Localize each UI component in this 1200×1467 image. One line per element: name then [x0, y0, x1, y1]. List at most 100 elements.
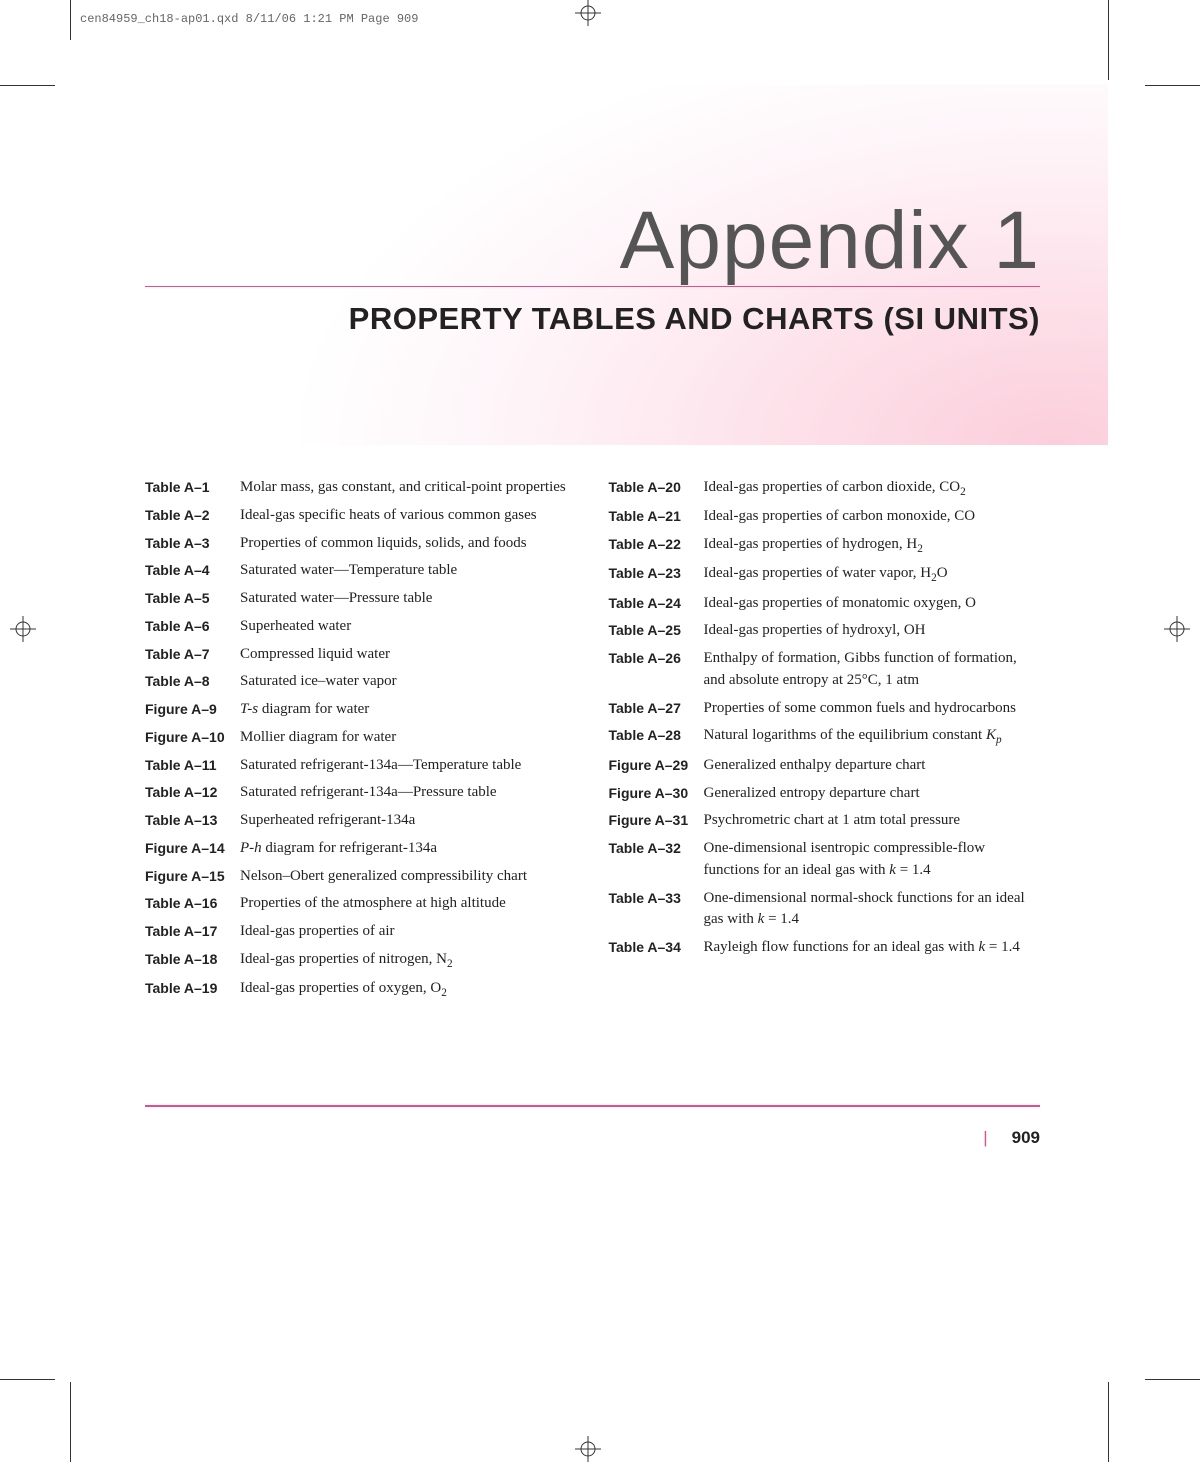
- toc-entry-label: Figure A–14: [145, 838, 240, 860]
- toc-entry-description: T-s diagram for water: [240, 699, 577, 721]
- toc-entry-label: Figure A–29: [609, 755, 704, 777]
- toc-entry-label: Table A–34: [609, 937, 704, 959]
- toc-entry-description: Saturated water—Pressure table: [240, 588, 577, 610]
- toc-entry-description: Saturated refrigerant-134a—Pressure tabl…: [240, 782, 577, 804]
- toc-entry-description: Rayleigh flow functions for an ideal gas…: [704, 937, 1041, 959]
- toc-entry: Figure A–9T-s diagram for water: [145, 699, 577, 721]
- bottom-rule: [145, 1105, 1040, 1107]
- crop-mark: [70, 1382, 71, 1462]
- page-number-bar: |: [983, 1128, 987, 1147]
- toc-entry-description: Ideal-gas specific heats of various comm…: [240, 505, 577, 527]
- toc-entry-description: Compressed liquid water: [240, 644, 577, 666]
- toc-entry-label: Table A–21: [609, 506, 704, 528]
- toc-entry-label: Figure A–9: [145, 699, 240, 721]
- toc-entry: Figure A–14P-h diagram for refrigerant-1…: [145, 838, 577, 860]
- toc-entry-label: Table A–27: [609, 698, 704, 720]
- toc-entry-description: Psychrometric chart at 1 atm total press…: [704, 810, 1041, 832]
- page-content: Appendix 1 PROPERTY TABLES AND CHARTS (S…: [145, 200, 1040, 1007]
- toc-entry-label: Table A–13: [145, 810, 240, 832]
- toc-entry-label: Table A–22: [609, 534, 704, 557]
- toc-entry-label: Table A–7: [145, 644, 240, 666]
- toc-entry-label: Table A–19: [145, 978, 240, 1001]
- crop-mark: [1145, 85, 1200, 86]
- toc-entry-label: Figure A–10: [145, 727, 240, 749]
- crop-mark: [70, 0, 71, 40]
- toc-entry: Table A–6Superheated water: [145, 616, 577, 638]
- toc-entry-label: Table A–17: [145, 921, 240, 943]
- toc-column-left: Table A–1Molar mass, gas constant, and c…: [145, 477, 577, 1007]
- crop-mark: [1108, 0, 1109, 80]
- toc-entry-label: Table A–4: [145, 560, 240, 582]
- toc-entry-description: Ideal-gas properties of oxygen, O2: [240, 978, 577, 1001]
- toc-entry: Table A–32One-dimensional isentropic com…: [609, 838, 1041, 882]
- crop-mark: [1108, 1382, 1109, 1462]
- registration-mark-icon: [1164, 616, 1190, 642]
- toc-entry: Table A–26Enthalpy of formation, Gibbs f…: [609, 648, 1041, 692]
- toc-entry: Table A–8Saturated ice–water vapor: [145, 671, 577, 693]
- toc-entry-description: Ideal-gas properties of hydroxyl, OH: [704, 620, 1041, 642]
- toc-entry-label: Table A–8: [145, 671, 240, 693]
- toc-entry-description: Ideal-gas properties of water vapor, H2O: [704, 563, 1041, 586]
- toc-entry-description: Ideal-gas properties of nitrogen, N2: [240, 949, 577, 972]
- toc-entry-label: Figure A–31: [609, 810, 704, 832]
- appendix-subtitle: PROPERTY TABLES AND CHARTS (SI UNITS): [145, 301, 1040, 337]
- toc-entry: Table A–17Ideal-gas properties of air: [145, 921, 577, 943]
- toc-entry-description: Properties of the atmosphere at high alt…: [240, 893, 577, 915]
- toc-entry-description: Natural logarithms of the equilibrium co…: [704, 725, 1041, 748]
- crop-mark: [1145, 1379, 1200, 1380]
- toc-entry: Table A–4Saturated water—Temperature tab…: [145, 560, 577, 582]
- toc-entry: Table A–23Ideal-gas properties of water …: [609, 563, 1041, 586]
- toc-entry: Table A–22Ideal-gas properties of hydrog…: [609, 534, 1041, 557]
- toc-column-right: Table A–20Ideal-gas properties of carbon…: [609, 477, 1041, 1007]
- toc-entry-description: Generalized entropy departure chart: [704, 783, 1041, 805]
- toc-entry-description: P-h diagram for refrigerant-134a: [240, 838, 577, 860]
- toc-entry-label: Table A–11: [145, 755, 240, 777]
- toc-entry: Figure A–30Generalized entropy departure…: [609, 783, 1041, 805]
- toc-entry: Table A–21Ideal-gas properties of carbon…: [609, 506, 1041, 528]
- toc-entry-description: Generalized enthalpy departure chart: [704, 755, 1041, 777]
- toc-entry-description: Superheated refrigerant-134a: [240, 810, 577, 832]
- toc-entry: Table A–11Saturated refrigerant-134a—Tem…: [145, 755, 577, 777]
- toc-entry-description: Ideal-gas properties of air: [240, 921, 577, 943]
- toc-entry: Table A–7Compressed liquid water: [145, 644, 577, 666]
- toc-entry: Table A–19Ideal-gas properties of oxygen…: [145, 978, 577, 1001]
- toc-entry: Figure A–15Nelson–Obert generalized comp…: [145, 866, 577, 888]
- toc-entry: Table A–16Properties of the atmosphere a…: [145, 893, 577, 915]
- toc-entry-description: Ideal-gas properties of hydrogen, H2: [704, 534, 1041, 557]
- toc-entry-description: Ideal-gas properties of monatomic oxygen…: [704, 593, 1041, 615]
- toc-entry: Table A–18Ideal-gas properties of nitrog…: [145, 949, 577, 972]
- toc-entry-description: Ideal-gas properties of carbon monoxide,…: [704, 506, 1041, 528]
- toc-entry-description: Molar mass, gas constant, and critical-p…: [240, 477, 577, 499]
- toc-entry: Figure A–31Psychrometric chart at 1 atm …: [609, 810, 1041, 832]
- toc-entry-label: Table A–5: [145, 588, 240, 610]
- toc-entry-description: Mollier diagram for water: [240, 727, 577, 749]
- toc-entry-description: Saturated ice–water vapor: [240, 671, 577, 693]
- toc-entry-description: One-dimensional normal-shock functions f…: [704, 888, 1041, 932]
- toc-entry-label: Table A–6: [145, 616, 240, 638]
- page-number-value: 909: [1012, 1128, 1040, 1147]
- toc-entry: Table A–24Ideal-gas properties of monato…: [609, 593, 1041, 615]
- toc-entry-label: Table A–12: [145, 782, 240, 804]
- toc-entry-label: Figure A–30: [609, 783, 704, 805]
- toc-entry: Table A–27Properties of some common fuel…: [609, 698, 1041, 720]
- toc-entry: Table A–20Ideal-gas properties of carbon…: [609, 477, 1041, 500]
- toc-entry-label: Table A–28: [609, 725, 704, 748]
- toc-entry-label: Table A–1: [145, 477, 240, 499]
- toc-entry: Table A–25Ideal-gas properties of hydrox…: [609, 620, 1041, 642]
- toc-entry-description: Saturated refrigerant-134a—Temperature t…: [240, 755, 577, 777]
- crop-mark: [0, 1379, 55, 1380]
- toc-entry-label: Table A–24: [609, 593, 704, 615]
- toc-entry-label: Table A–26: [609, 648, 704, 692]
- toc-entry-label: Table A–23: [609, 563, 704, 586]
- toc-entry-label: Table A–3: [145, 533, 240, 555]
- toc-entry-label: Table A–2: [145, 505, 240, 527]
- toc-entry: Table A–33One-dimensional normal-shock f…: [609, 888, 1041, 932]
- page-number: | 909: [983, 1128, 1040, 1148]
- registration-mark-icon: [575, 1436, 601, 1462]
- toc-entry-label: Table A–16: [145, 893, 240, 915]
- toc-entry-description: Properties of common liquids, solids, an…: [240, 533, 577, 555]
- toc-entry: Table A–12Saturated refrigerant-134a—Pre…: [145, 782, 577, 804]
- toc-entry: Table A–3Properties of common liquids, s…: [145, 533, 577, 555]
- toc-entry: Table A–5Saturated water—Pressure table: [145, 588, 577, 610]
- appendix-title: Appendix 1: [145, 200, 1040, 287]
